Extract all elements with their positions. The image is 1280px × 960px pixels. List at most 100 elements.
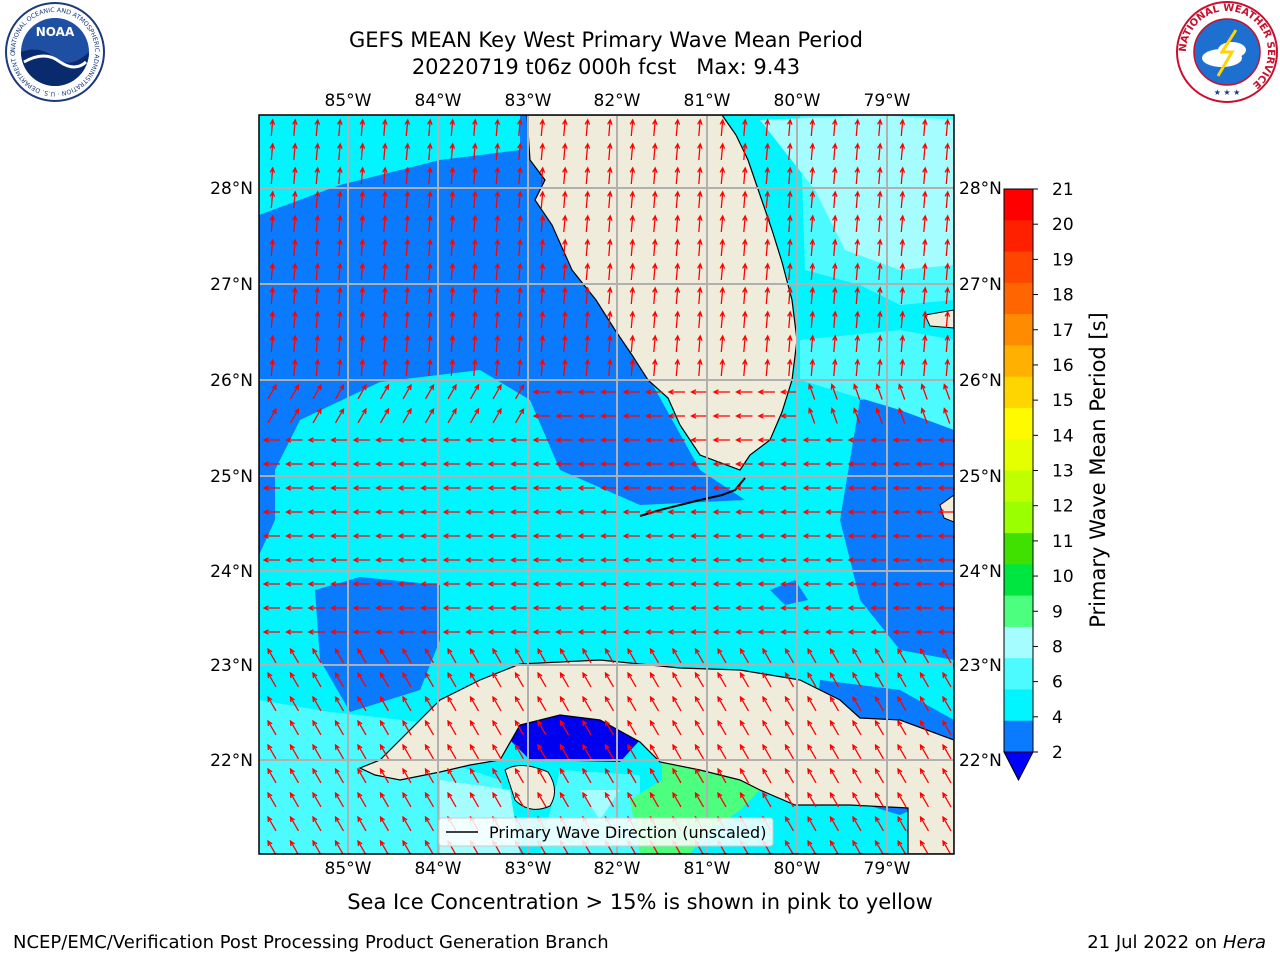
colorbar-tick-label: 16 bbox=[1052, 356, 1074, 376]
wave-direction-arrow bbox=[469, 743, 480, 760]
wave-direction-arrow bbox=[397, 581, 415, 587]
wave-direction-arrow bbox=[492, 791, 502, 808]
wave-direction-arrow bbox=[292, 262, 298, 281]
wave-direction-arrow bbox=[442, 533, 460, 539]
wave-direction-arrow bbox=[897, 671, 907, 688]
wave-direction-arrow bbox=[514, 791, 525, 808]
wave-direction-arrow bbox=[359, 310, 366, 329]
wave-direction-arrow bbox=[330, 557, 348, 563]
wave-direction-arrow bbox=[472, 334, 478, 353]
wave-direction-arrow bbox=[944, 166, 951, 185]
wave-direction-arrow bbox=[674, 166, 681, 185]
wave-direction-arrow bbox=[330, 629, 348, 635]
wave-direction-arrow bbox=[577, 413, 595, 419]
wave-direction-arrow bbox=[289, 695, 300, 712]
wave-direction-arrow bbox=[312, 839, 322, 854]
wave-direction-arrow bbox=[829, 647, 840, 664]
wave-direction-arrow bbox=[717, 671, 727, 688]
wave-direction-arrow bbox=[622, 413, 640, 419]
lat-labels-right: 28°N 27°N 26°N 25°N 24°N 23°N 22°N bbox=[959, 179, 1002, 771]
wave-direction-arrow bbox=[627, 647, 637, 664]
wave-direction-arrow bbox=[532, 509, 550, 515]
wave-direction-arrow bbox=[897, 839, 907, 854]
wave-direction-arrow bbox=[404, 310, 411, 329]
wave-direction-arrow bbox=[402, 695, 412, 712]
wave-direction-arrow bbox=[719, 238, 726, 257]
noaa-logo: NATIONAL OCEANIC AND ATMOSPHERIC ADMINIS… bbox=[0, 0, 105, 102]
wave-direction-arrow bbox=[404, 190, 411, 209]
wave-direction-arrow bbox=[944, 214, 951, 233]
wave-direction-arrow bbox=[352, 629, 370, 635]
wave-direction-arrow bbox=[690, 557, 708, 563]
wave-direction-arrow bbox=[922, 214, 928, 233]
wave-direction-arrow bbox=[469, 671, 480, 688]
wave-direction-arrow bbox=[424, 815, 435, 832]
wave-direction-arrow bbox=[562, 310, 568, 329]
wave-direction-arrow bbox=[375, 533, 393, 539]
svg-text:85°W: 85°W bbox=[325, 859, 372, 879]
wave-direction-arrow bbox=[357, 647, 367, 664]
wave-direction-arrow bbox=[379, 407, 390, 424]
colorbar-tick-label: 4 bbox=[1052, 708, 1063, 728]
wave-direction-arrow bbox=[764, 118, 771, 137]
wave-direction-arrow bbox=[285, 533, 303, 539]
wave-direction-arrow bbox=[919, 695, 930, 712]
wave-direction-arrow bbox=[292, 142, 298, 161]
wave-direction-arrow bbox=[667, 605, 685, 611]
wave-direction-arrow bbox=[853, 407, 861, 424]
wave-direction-arrow bbox=[555, 413, 573, 419]
wave-direction-arrow bbox=[465, 581, 483, 587]
wave-direction-arrow bbox=[780, 629, 798, 635]
wave-direction-arrow bbox=[442, 581, 460, 587]
colorbar-segment bbox=[1004, 501, 1033, 534]
wave-direction-arrow bbox=[622, 437, 640, 443]
wave-direction-arrow bbox=[854, 262, 861, 281]
wave-direction-arrow bbox=[352, 509, 370, 515]
wave-direction-arrow bbox=[292, 190, 298, 209]
wave-direction-arrow bbox=[492, 767, 502, 784]
wave-direction-arrow bbox=[312, 383, 322, 400]
wave-direction-arrow bbox=[854, 238, 861, 257]
wave-direction-arrow bbox=[555, 629, 573, 635]
wave-direction-arrow bbox=[852, 767, 862, 784]
wave-direction-arrow bbox=[629, 334, 636, 353]
wave-direction-arrow bbox=[898, 407, 906, 424]
wave-direction-arrow bbox=[402, 743, 412, 760]
wave-direction-arrow bbox=[334, 407, 345, 424]
wave-direction-arrow bbox=[897, 719, 907, 736]
wave-direction-arrow bbox=[382, 214, 388, 233]
legend-label: Primary Wave Direction (unscaled) bbox=[489, 823, 766, 842]
wave-direction-arrow bbox=[780, 509, 798, 515]
wave-direction-arrow bbox=[719, 262, 726, 281]
wave-direction-arrow bbox=[764, 142, 771, 161]
colorbar-extend-triangle bbox=[1003, 751, 1034, 782]
wave-direction-arrow bbox=[622, 485, 640, 491]
wave-direction-arrow bbox=[899, 190, 906, 209]
wave-direction-arrow bbox=[359, 286, 366, 305]
colorbar-segment bbox=[1004, 533, 1033, 565]
wave-direction-arrow bbox=[267, 767, 277, 784]
wave-direction-arrow bbox=[375, 437, 393, 443]
wave-direction-arrow bbox=[780, 389, 798, 395]
wave-direction-arrow bbox=[582, 695, 592, 712]
wave-direction-arrow bbox=[289, 791, 300, 808]
wave-direction-arrow bbox=[447, 647, 457, 664]
colorbar-tick-label: 10 bbox=[1052, 567, 1074, 587]
wave-direction-arrow bbox=[652, 358, 658, 377]
wave-direction-arrow bbox=[559, 767, 570, 784]
wave-direction-arrow bbox=[762, 671, 772, 688]
wave-direction-arrow bbox=[877, 238, 883, 257]
wave-direction-arrow bbox=[717, 743, 727, 760]
svg-text:24°N: 24°N bbox=[210, 562, 253, 582]
wave-direction-arrow bbox=[690, 581, 708, 587]
wave-direction-arrow bbox=[694, 791, 705, 808]
wave-direction-arrow bbox=[532, 437, 550, 443]
wave-direction-arrow bbox=[787, 262, 793, 281]
wave-direction-arrow bbox=[562, 166, 568, 185]
wave-direction-arrow bbox=[627, 719, 637, 736]
wave-direction-arrow bbox=[854, 286, 861, 305]
map-area bbox=[259, 115, 954, 854]
wave-direction-arrow bbox=[652, 310, 658, 329]
wave-direction-arrow bbox=[449, 334, 456, 353]
wave-direction-arrow bbox=[915, 605, 933, 611]
